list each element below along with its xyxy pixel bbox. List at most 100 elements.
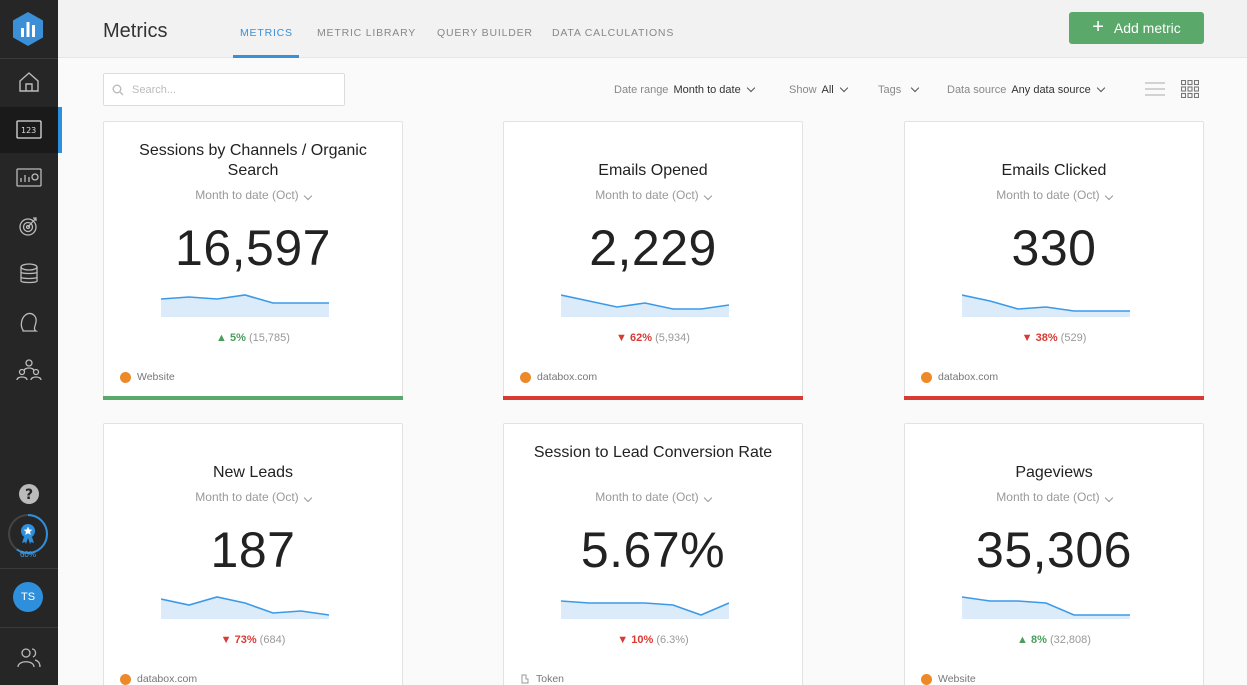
metric-card[interactable]: Sessions by Channels / Organic Search Mon…: [103, 121, 403, 400]
sidebar-item-alerts[interactable]: [0, 299, 58, 345]
chevron-down-icon: [1104, 493, 1113, 503]
metric-period-dropdown[interactable]: Month to date (Oct): [504, 188, 802, 202]
tab-metrics[interactable]: METRICS: [240, 27, 293, 39]
search-box[interactable]: [103, 73, 345, 106]
metric-source: databox.com: [921, 371, 998, 383]
sparkline-chart: [561, 294, 729, 317]
metric-source: databox.com: [120, 673, 197, 685]
chevron-down-icon: [303, 493, 312, 503]
metric-card[interactable]: Emails Opened Month to date (Oct) 2,229 ▼ 6…: [503, 121, 803, 400]
metric-period: Month to date (Oct): [595, 188, 699, 202]
data-source-icon: [921, 673, 932, 685]
sparkline-line: [561, 600, 729, 616]
sparkline-line: [962, 596, 1130, 616]
previous-value: (5,934): [655, 332, 690, 344]
tab-data-calculations[interactable]: DATA CALCULATIONS: [552, 27, 675, 39]
show-label: Show: [789, 84, 817, 96]
sidebar-item-data-sources[interactable]: [0, 251, 58, 297]
metric-value: 16,597: [175, 220, 331, 276]
onboarding-progress-label: 60%: [19, 550, 36, 559]
metric-card[interactable]: Emails Clicked Month to date (Oct) 330 ▼ 38…: [904, 121, 1204, 400]
data-source-filter[interactable]: Data source Any data source: [947, 83, 1106, 96]
sidebar-item-home[interactable]: [0, 59, 58, 105]
trend-status-bar: [904, 396, 1204, 400]
trend-arrow-icon: ▼: [220, 634, 232, 646]
sidebar-item-team[interactable]: [0, 347, 58, 393]
tags-label: Tags: [878, 84, 902, 96]
sparkline-area: [962, 295, 1130, 317]
sidebar-item-goals[interactable]: [0, 203, 58, 249]
sparkline-chart: [561, 600, 729, 619]
tab-query-builder[interactable]: QUERY BUILDER: [437, 27, 533, 39]
source-name: Website: [938, 673, 976, 685]
metric-period: Month to date (Oct): [595, 490, 699, 504]
sparkline-chart: [962, 596, 1130, 619]
chevron-down-icon: [703, 191, 712, 201]
list-view-icon[interactable]: [1145, 80, 1165, 98]
chevron-down-icon: [746, 83, 755, 93]
tags-filter[interactable]: Tags: [878, 83, 920, 96]
change-percent: 62%: [630, 332, 653, 344]
data-source-icon: [120, 673, 131, 685]
active-tab-indicator: [233, 55, 299, 58]
metric-card[interactable]: Session to Lead Conversion Rate Month to …: [503, 423, 803, 685]
metric-card[interactable]: New Leads Month to date (Oct) 187 ▼ 73% (68…: [103, 423, 403, 685]
change-percent: 10%: [631, 634, 654, 646]
add-metric-button[interactable]: + Add metric: [1069, 12, 1204, 44]
metric-period-dropdown[interactable]: Month to date (Oct): [504, 490, 802, 504]
sidebar-divider: [0, 568, 58, 569]
onboarding-badge-icon: [8, 514, 48, 554]
sparkline-line: [561, 294, 729, 310]
source-name: databox.com: [537, 371, 598, 383]
grid-view-icon[interactable]: [1181, 80, 1199, 98]
metric-period-dropdown[interactable]: Month to date (Oct): [104, 188, 402, 202]
change-percent: 8%: [1031, 634, 1047, 646]
search-input[interactable]: [132, 83, 332, 96]
metric-value: 5.67%: [580, 522, 726, 578]
database-icon: [20, 263, 38, 284]
sparkline-chart: [161, 294, 329, 317]
help-icon: ?: [19, 484, 39, 504]
metric-period-dropdown[interactable]: Month to date (Oct): [905, 188, 1203, 202]
onboarding-progress[interactable]: 60%: [6, 512, 50, 562]
goals-target-icon: [19, 217, 37, 236]
metric-value: 35,306: [976, 522, 1132, 578]
sidebar-item-databoards[interactable]: [0, 155, 58, 201]
user-avatar[interactable]: TS: [13, 582, 43, 612]
home-icon: [19, 72, 39, 92]
sidebar-item-help[interactable]: ?: [0, 471, 58, 517]
sidebar-item-accounts[interactable]: [0, 634, 58, 680]
date-range-filter[interactable]: Date range Month to date: [614, 83, 755, 96]
metric-period-dropdown[interactable]: Month to date (Oct): [104, 490, 402, 504]
search-icon: [112, 84, 124, 95]
sparkline-line: [161, 596, 329, 616]
source-name: databox.com: [938, 371, 999, 383]
metric-change: ▼ 38% (529): [905, 332, 1203, 344]
metric-source: Website: [921, 673, 976, 685]
metric-period: Month to date (Oct): [996, 188, 1100, 202]
sidebar-divider: [0, 58, 58, 59]
metric-source: Token: [520, 673, 564, 685]
svg-text:123: 123: [21, 126, 36, 135]
sidebar-item-metrics[interactable]: 123: [0, 107, 62, 153]
metric-title: Session to Lead Conversion Rate: [533, 444, 773, 461]
show-value: All: [821, 84, 834, 96]
databox-logo-icon[interactable]: [11, 11, 45, 47]
trend-arrow-icon: ▼: [616, 332, 627, 344]
source-name: databox.com: [137, 673, 198, 685]
date-range-label: Date range: [614, 84, 669, 96]
data-source-label: Data source: [947, 84, 1007, 96]
tab-metric-library[interactable]: METRIC LIBRARY: [317, 27, 417, 39]
show-filter[interactable]: Show All: [789, 83, 849, 96]
page-title: Metrics: [103, 20, 168, 42]
metric-card[interactable]: Pageviews Month to date (Oct) 35,306 ▲ 8% (…: [904, 423, 1204, 685]
previous-value: (529): [1060, 332, 1087, 344]
trend-status-bar: [503, 396, 803, 400]
metric-period-dropdown[interactable]: Month to date (Oct): [905, 490, 1203, 504]
chevron-down-icon: [1096, 83, 1106, 93]
metric-change: ▲ 8% (32,808): [905, 634, 1203, 646]
accounts-users-icon: [17, 648, 41, 668]
change-percent: 38%: [1035, 332, 1058, 344]
metric-period: Month to date (Oct): [195, 490, 299, 504]
chevron-down-icon: [703, 493, 712, 503]
